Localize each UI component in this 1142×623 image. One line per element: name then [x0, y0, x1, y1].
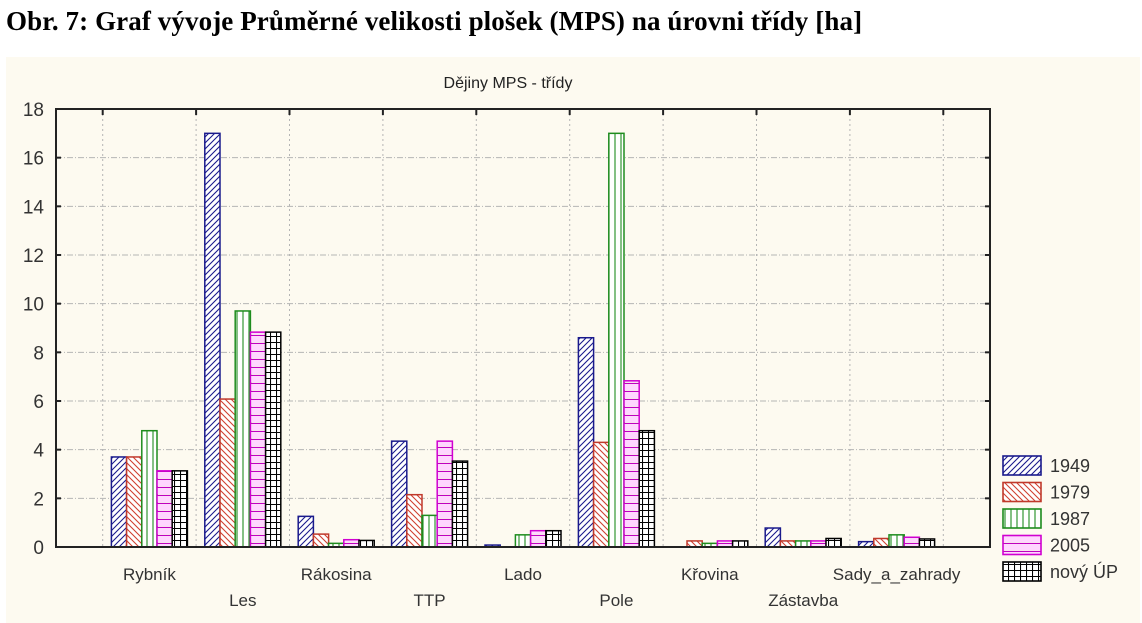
x-axis: Rybník Les Rákosina TTP Lado Pole Křovina Zásta… [101, 109, 961, 610]
y-tick-label: 16 [23, 149, 44, 170]
chart-panel [6, 57, 1140, 623]
bar [623, 380, 640, 548]
bar [297, 515, 315, 548]
chart-title: Dějiny MPS - třídy [444, 75, 573, 92]
bar [436, 440, 454, 548]
bar [171, 470, 189, 548]
legend-label: 1949 [1050, 456, 1090, 476]
x-category-label: Rybník [123, 565, 176, 584]
legend-swatch [1002, 561, 1042, 582]
y-tick-label: 2 [33, 489, 44, 510]
bar [638, 429, 656, 548]
bar [918, 538, 936, 548]
bar [390, 440, 408, 548]
x-category-label: Les [229, 591, 256, 610]
bar [249, 331, 267, 548]
y-tick-label: 6 [33, 392, 44, 413]
x-category-label: Lado [504, 565, 542, 584]
bar [451, 460, 469, 548]
legend-swatch [1002, 455, 1042, 476]
x-category-label: Sady_a_zahrady [833, 565, 961, 584]
legend: 1949 1979 1987 2005 nový ÚP [1002, 455, 1118, 582]
y-tick-label: 8 [33, 343, 44, 364]
bar [608, 132, 625, 548]
legend-label: 1979 [1050, 483, 1090, 503]
figure-caption: Obr. 7: Graf vývoje Průměrné velikosti p… [6, 6, 863, 36]
bar [156, 470, 173, 548]
legend-label: 1987 [1050, 509, 1090, 529]
legend-swatch [1002, 481, 1042, 503]
legend-label: 2005 [1050, 536, 1090, 556]
legend-swatch [1002, 508, 1042, 529]
bar [141, 429, 158, 548]
gridlines [56, 109, 990, 547]
bar [312, 533, 330, 548]
y-tick-label: 14 [23, 197, 45, 218]
bar [421, 514, 438, 548]
bar [204, 132, 221, 548]
bar [234, 310, 252, 548]
bar [888, 534, 905, 548]
bar [903, 536, 921, 548]
bar [343, 538, 360, 548]
bar [592, 441, 610, 548]
y-tick-label: 18 [23, 100, 44, 121]
y-tick-label: 0 [33, 538, 44, 559]
bars [110, 132, 936, 548]
bar [529, 529, 547, 548]
legend-swatch [1002, 534, 1042, 556]
bar [514, 534, 532, 548]
x-category-label: TTP [414, 591, 446, 610]
plot-area [55, 108, 991, 548]
bar [406, 493, 423, 548]
x-category-label: Pole [599, 591, 633, 610]
bar [873, 537, 890, 548]
y-tick-label: 10 [23, 295, 44, 316]
y-tick-label: 4 [33, 441, 44, 462]
bar [110, 456, 128, 548]
x-category-label: Křovina [681, 565, 739, 584]
y-axis: 0 2 4 6 8 10 12 14 16 18 [23, 100, 990, 559]
bar [264, 331, 282, 548]
legend-label: nový ÚP [1050, 561, 1118, 582]
bar [125, 456, 143, 548]
bar [764, 527, 782, 548]
bar [577, 336, 595, 548]
bar [219, 398, 236, 548]
x-category-label: Rákosina [301, 565, 372, 584]
bar [825, 537, 842, 548]
x-category-label: Zástavba [768, 591, 838, 610]
bar [545, 529, 562, 548]
y-tick-label: 12 [23, 246, 44, 267]
